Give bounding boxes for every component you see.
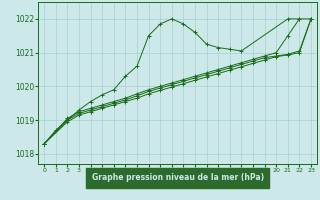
X-axis label: Graphe pression niveau de la mer (hPa): Graphe pression niveau de la mer (hPa) [92, 173, 264, 182]
